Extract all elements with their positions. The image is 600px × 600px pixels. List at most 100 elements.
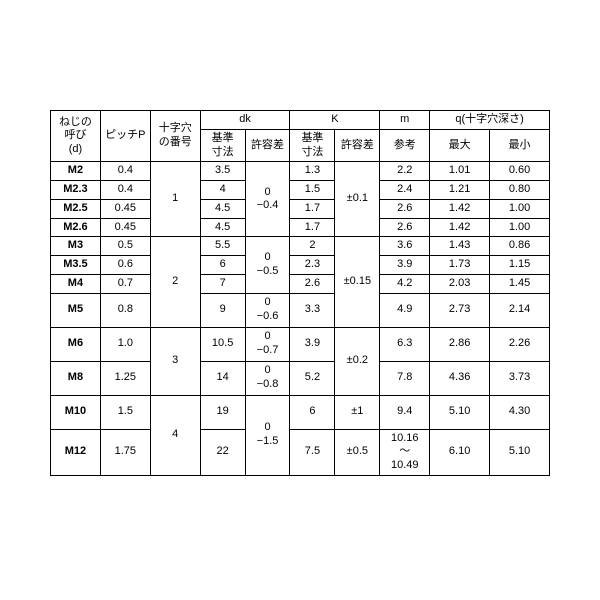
hdr-pitch: ピッチP — [100, 111, 150, 162]
cell-m: 2.4 — [380, 181, 430, 200]
cell-dk: 10.5 — [200, 327, 245, 361]
cell-qmax: 1.42 — [430, 199, 490, 218]
cell-qmax: 5.10 — [430, 395, 490, 429]
cell-qmax: 2.86 — [430, 327, 490, 361]
cell-k: 2.6 — [290, 274, 335, 293]
cell-cross-3: 3 — [150, 327, 200, 395]
cell-dk: 19 — [200, 395, 245, 429]
cell-m: 3.6 — [380, 237, 430, 256]
cell-dk: 5.5 — [200, 237, 245, 256]
cell-d: M5 — [51, 293, 101, 327]
screw-spec-table-container: ねじの呼び(d) ピッチP 十字穴の番号 dk K m q(十字穴深さ) 基準寸… — [50, 110, 550, 476]
cell-qmax: 4.36 — [430, 361, 490, 395]
hdr-q-min: 最小 — [490, 129, 550, 162]
cell-qmin: 0.80 — [490, 181, 550, 200]
cell-qmax: 2.73 — [430, 293, 490, 327]
cell-k: 7.5 — [290, 429, 335, 475]
cell-dk: 6 — [200, 256, 245, 275]
cell-m: 7.8 — [380, 361, 430, 395]
cell-p: 0.7 — [100, 274, 150, 293]
cell-dktol-3: 0−0.7 — [245, 327, 290, 361]
cell-p: 0.8 — [100, 293, 150, 327]
cell-d: M6 — [51, 327, 101, 361]
cell-qmax: 1.42 — [430, 218, 490, 237]
cell-m: 2.2 — [380, 162, 430, 181]
cell-m: 4.9 — [380, 293, 430, 327]
hdr-k-tol: 許容差 — [335, 129, 380, 162]
cell-p: 0.5 — [100, 237, 150, 256]
cell-m: 10.16〜10.49 — [380, 429, 430, 475]
cell-ktol-1: ±0.15 — [335, 237, 380, 327]
hdr-k-group: K — [290, 111, 380, 130]
cell-k: 3.3 — [290, 293, 335, 327]
cell-p: 1.5 — [100, 395, 150, 429]
hdr-k-std: 基準寸法 — [290, 129, 335, 162]
cell-p: 1.25 — [100, 361, 150, 395]
hdr-cross-no: 十字穴の番号 — [150, 111, 200, 162]
cell-p: 0.4 — [100, 162, 150, 181]
cell-dk: 22 — [200, 429, 245, 475]
table-body: M2 0.4 1 3.5 0−0.4 1.3 ±0.1 2.2 1.01 0.6… — [51, 162, 550, 476]
cell-m: 6.3 — [380, 327, 430, 361]
cell-dk: 4.5 — [200, 218, 245, 237]
cell-k: 2 — [290, 237, 335, 256]
cell-m: 9.4 — [380, 395, 430, 429]
cell-k: 3.9 — [290, 327, 335, 361]
cell-k: 1.3 — [290, 162, 335, 181]
cell-k: 1.5 — [290, 181, 335, 200]
cell-ktol-3: ±1 — [335, 395, 380, 429]
cell-k: 2.3 — [290, 256, 335, 275]
cell-qmax: 1.43 — [430, 237, 490, 256]
cell-qmax: 1.01 — [430, 162, 490, 181]
cell-qmin: 2.26 — [490, 327, 550, 361]
cell-cross-1: 1 — [150, 162, 200, 237]
cell-cross-4: 4 — [150, 395, 200, 475]
cell-p: 0.4 — [100, 181, 150, 200]
cell-p: 1.0 — [100, 327, 150, 361]
cell-dktol-4: 0−0.8 — [245, 361, 290, 395]
cell-k: 1.7 — [290, 218, 335, 237]
hdr-dk-tol: 許容差 — [245, 129, 290, 162]
cell-qmax: 6.10 — [430, 429, 490, 475]
cell-p: 1.75 — [100, 429, 150, 475]
cell-dk: 7 — [200, 274, 245, 293]
cell-d: M8 — [51, 361, 101, 395]
cell-cross-2: 2 — [150, 237, 200, 327]
cell-qmax: 2.03 — [430, 274, 490, 293]
cell-dk: 4.5 — [200, 199, 245, 218]
hdr-dk-std: 基準寸法 — [200, 129, 245, 162]
screw-spec-table: ねじの呼び(d) ピッチP 十字穴の番号 dk K m q(十字穴深さ) 基準寸… — [50, 110, 550, 476]
cell-d: M2 — [51, 162, 101, 181]
cell-qmin: 0.86 — [490, 237, 550, 256]
cell-d: M12 — [51, 429, 101, 475]
cell-p: 0.45 — [100, 199, 150, 218]
cell-dktol-5: 0−1.5 — [245, 395, 290, 475]
cell-dk: 3.5 — [200, 162, 245, 181]
hdr-q-max: 最大 — [430, 129, 490, 162]
cell-k: 6 — [290, 395, 335, 429]
cell-k: 1.7 — [290, 199, 335, 218]
cell-dk: 4 — [200, 181, 245, 200]
cell-d: M2.6 — [51, 218, 101, 237]
cell-dktol-1: 0−0.5 — [245, 237, 290, 293]
cell-d: M2.3 — [51, 181, 101, 200]
cell-qmin: 4.30 — [490, 395, 550, 429]
hdr-dk-group: dk — [200, 111, 290, 130]
hdr-d: ねじの呼び(d) — [51, 111, 101, 162]
cell-k: 5.2 — [290, 361, 335, 395]
cell-qmax: 1.21 — [430, 181, 490, 200]
hdr-q-group: q(十字穴深さ) — [430, 111, 550, 130]
cell-ktol-4: ±0.5 — [335, 429, 380, 475]
cell-d: M2.5 — [51, 199, 101, 218]
cell-dk: 9 — [200, 293, 245, 327]
hdr-m-group: m — [380, 111, 430, 130]
cell-dktol-0: 0−0.4 — [245, 162, 290, 237]
hdr-m-ref: 参考 — [380, 129, 430, 162]
cell-qmax: 1.73 — [430, 256, 490, 275]
cell-d: M3.5 — [51, 256, 101, 275]
cell-ktol-2: ±0.2 — [335, 327, 380, 395]
cell-p: 0.6 — [100, 256, 150, 275]
cell-qmin: 1.00 — [490, 199, 550, 218]
cell-d: M3 — [51, 237, 101, 256]
cell-qmin: 1.00 — [490, 218, 550, 237]
